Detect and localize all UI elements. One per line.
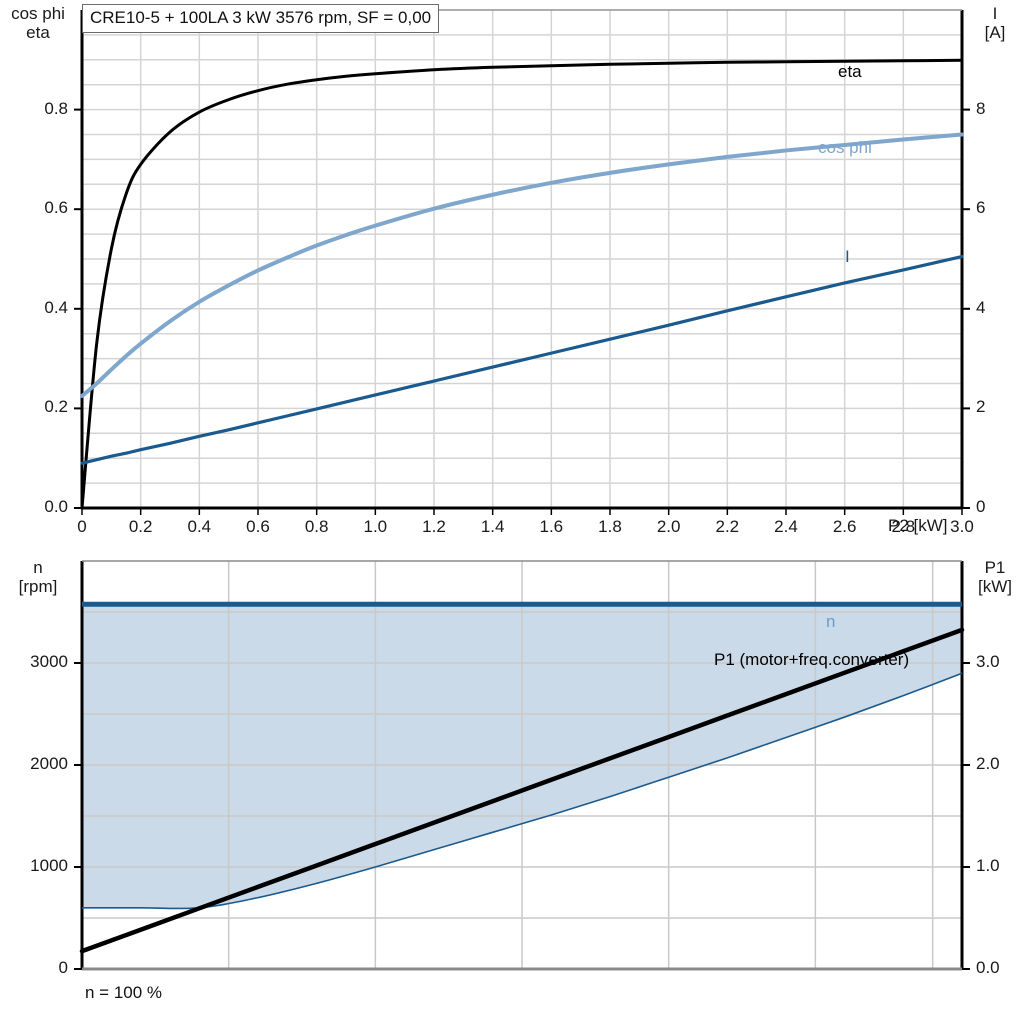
top-x-tick-label: 1.8 — [598, 517, 622, 536]
top-series-label-cos-phi: cos phi — [818, 138, 872, 157]
bottom-y-right-tick-label: 0.0 — [976, 958, 1000, 977]
chart-title-box: CRE10-5 + 100LA 3 kW 3576 rpm, SF = 0,00 — [82, 4, 440, 33]
top-x-tick-label: 1.0 — [363, 517, 388, 536]
top-x-tick-label: 0.6 — [246, 517, 270, 536]
top-series-label-current: I — [845, 247, 850, 266]
top-y-left-axis-title: cos phi eta — [11, 4, 65, 42]
top-chart-curves — [80, 58, 964, 510]
top-x-tick-label: 1.6 — [539, 517, 564, 536]
top-y-left-tick-label: 0.2 — [44, 397, 68, 417]
bottom-y-left-tick-label: 3000 — [30, 652, 68, 671]
top-y-left-tick-label: 0.4 — [44, 297, 68, 317]
top-y-right-tick-label: 4 — [976, 297, 986, 317]
bottom-y-right-tick-label: 3.0 — [976, 652, 1000, 671]
top-y-left-tick-label: 0.0 — [44, 497, 68, 516]
top-y-right-axis-title: I [A] — [984, 4, 1006, 42]
top-x-tick-label: 2.2 — [715, 517, 740, 536]
bottom-chart-curves — [79, 601, 965, 954]
bottom-chart-gridlines — [82, 561, 962, 969]
top-y-right-tick-label: 6 — [976, 198, 986, 218]
top-y-left-tick-label: 0.8 — [44, 98, 68, 118]
top-x-tick-label: 0.8 — [304, 517, 329, 536]
bottom-y-left-tick-label: 2000 — [30, 754, 68, 773]
top-x-tick-label: 2.0 — [656, 517, 681, 536]
bottom-series-label-speed: n — [826, 612, 836, 631]
top-series-label-eta: eta — [838, 62, 862, 81]
top-x-axis-title: P2 [kW] — [888, 516, 948, 535]
top-y-left-tick-label: 0.6 — [44, 198, 68, 218]
top-y-right-tick-label: 8 — [976, 98, 986, 118]
top-y-right-tick-label: 0 — [976, 497, 986, 516]
top-x-tick-label: 2.4 — [774, 517, 798, 536]
top-x-tick-label: 0 — [77, 517, 87, 536]
top-x-tick-label: 0.2 — [128, 517, 153, 536]
top-y-right-tick-label: 2 — [976, 397, 986, 417]
top-x-tick-label: 3.0 — [950, 517, 974, 536]
bottom-y-left-tick-label: 1000 — [30, 856, 68, 875]
footnote-speed-percent: n = 100 % — [85, 983, 163, 1002]
top-x-tick-label: 1.2 — [422, 517, 446, 536]
bottom-y-left-tick-label: 0 — [58, 958, 68, 977]
top-x-tick-label: 1.4 — [480, 517, 505, 536]
bottom-y-right-tick-label: 1.0 — [976, 856, 1000, 875]
top-x-tick-label: 2.8 — [891, 517, 916, 536]
bottom-y-right-tick-label: 2.0 — [976, 754, 1000, 773]
bottom-y-left-axis-title: n [rpm] — [18, 558, 58, 596]
top-x-tick-label: 0.4 — [187, 517, 212, 536]
bottom-y-right-axis-title: P1 [kW] — [978, 558, 1012, 596]
bottom-series-label-p1: P1 (motor+freq.converter) — [714, 650, 910, 669]
top-x-tick-label: 2.6 — [832, 517, 857, 536]
